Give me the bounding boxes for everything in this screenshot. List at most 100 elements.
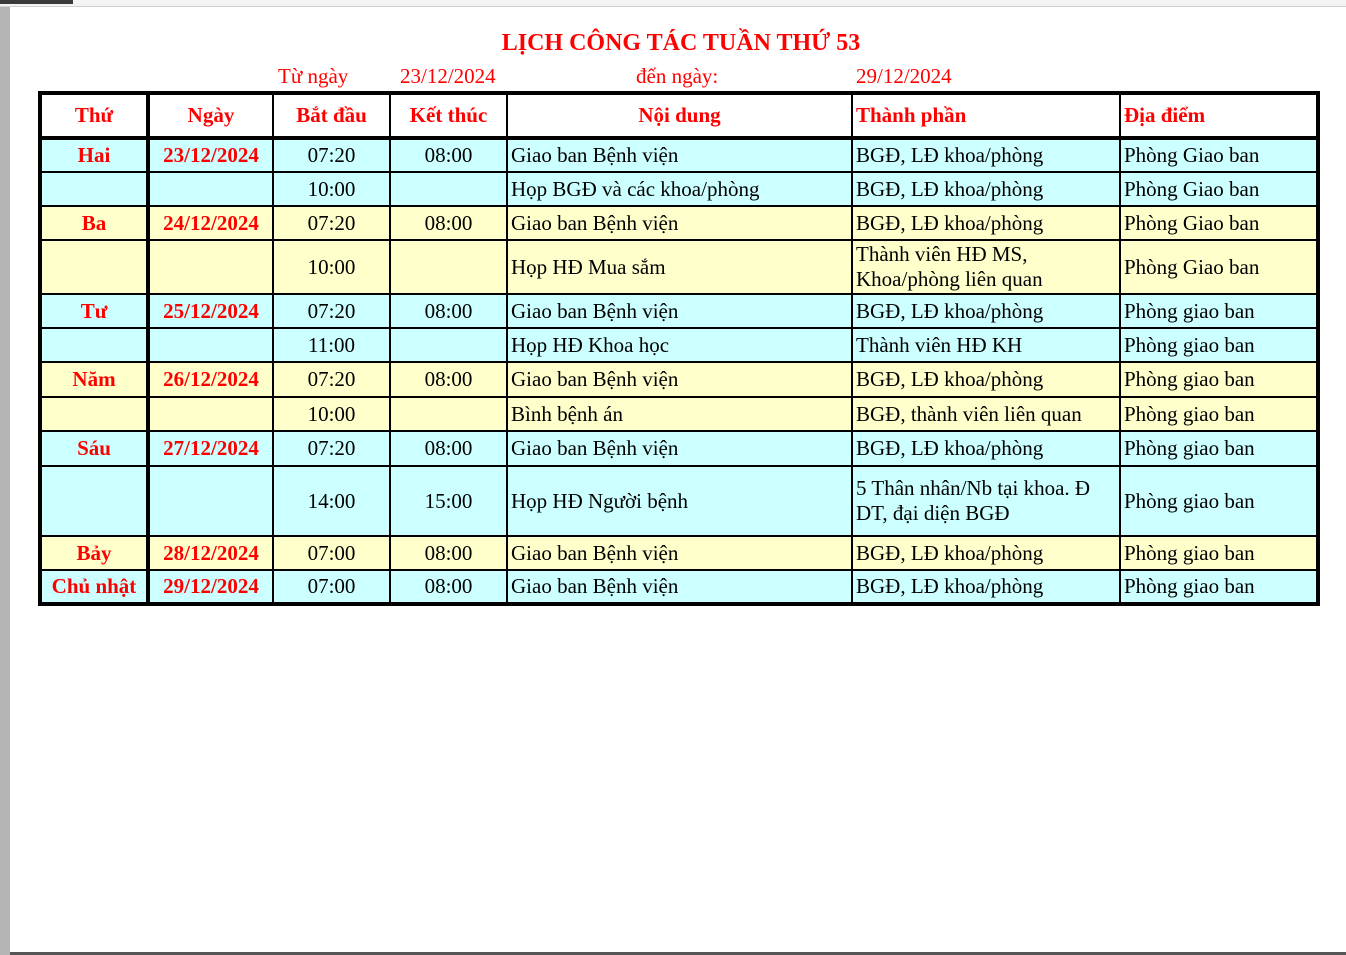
cell-ket-thuc: 15:00 bbox=[389, 465, 508, 537]
top-bar bbox=[0, 0, 1346, 7]
cell-ngay bbox=[147, 465, 274, 537]
cell-ket-thuc bbox=[389, 239, 508, 295]
cell-thu bbox=[39, 465, 150, 537]
table-row: Hai 23/12/2024 07:20 08:00 Giao ban Bệnh việ… bbox=[39, 137, 1319, 173]
cell-bat-dau: 07:00 bbox=[272, 535, 391, 571]
cell-ket-thuc: 08:00 bbox=[389, 205, 508, 241]
cell-noi-dung: Giao ban Bệnh viện bbox=[506, 361, 853, 398]
cell-dia-diem: Phòng Giao ban bbox=[1119, 239, 1319, 295]
cell-ngay bbox=[147, 171, 274, 207]
cell-dia-diem: Phòng giao ban bbox=[1119, 327, 1319, 363]
cell-dia-diem: Phòng giao ban bbox=[1119, 361, 1319, 398]
bottom-scrollbar[interactable] bbox=[10, 952, 1346, 955]
cell-ngay: 29/12/2024 bbox=[147, 569, 274, 605]
cell-thanh-phan: BGĐ, LĐ khoa/phòng bbox=[851, 137, 1121, 173]
cell-bat-dau: 07:00 bbox=[272, 569, 391, 605]
cell-thanh-phan: BGĐ, thành viên liên quan bbox=[851, 396, 1121, 432]
header-ngay: Ngày bbox=[147, 92, 274, 140]
cell-noi-dung: Bình bệnh án bbox=[506, 396, 853, 432]
cell-thu: Ba bbox=[39, 205, 150, 241]
cell-thu: Sáu bbox=[39, 430, 150, 467]
cell-bat-dau: 11:00 bbox=[272, 327, 391, 363]
cell-thu bbox=[39, 396, 150, 432]
cell-ngay: 27/12/2024 bbox=[147, 430, 274, 467]
cell-thu bbox=[39, 239, 150, 295]
cell-thanh-phan: BGĐ, LĐ khoa/phòng bbox=[851, 171, 1121, 207]
schedule-table: Thứ Ngày Bắt đầu Kết thúc Nội dung Thành… bbox=[38, 91, 1320, 606]
cell-noi-dung: Giao ban Bệnh viện bbox=[506, 569, 853, 605]
cell-ket-thuc bbox=[389, 327, 508, 363]
cell-noi-dung: Giao ban Bệnh viện bbox=[506, 205, 853, 241]
to-label: đến ngày: bbox=[636, 64, 719, 88]
cell-bat-dau: 07:20 bbox=[272, 430, 391, 467]
table-row: 10:00 Họp BGĐ và các khoa/phòng BGĐ, LĐ kh… bbox=[39, 171, 1319, 207]
header-noi-dung: Nội dung bbox=[506, 92, 853, 140]
table-row: Ba 24/12/2024 07:20 08:00 Giao ban Bệnh viện… bbox=[39, 205, 1319, 241]
table-row: Năm 26/12/2024 07:20 08:00 Giao ban Bệnh việ… bbox=[39, 361, 1319, 398]
cell-bat-dau: 07:20 bbox=[272, 205, 391, 241]
cell-ket-thuc: 08:00 bbox=[389, 569, 508, 605]
table-row: 11:00 Họp HĐ Khoa học Thành viên HĐ KH Phòn… bbox=[39, 327, 1319, 363]
page-title: LỊCH CÔNG TÁC TUẦN THỨ 53 bbox=[501, 30, 861, 56]
cell-ket-thuc: 08:00 bbox=[389, 137, 508, 173]
to-date: 29/12/2024 bbox=[856, 64, 952, 88]
cell-ket-thuc: 08:00 bbox=[389, 361, 508, 398]
cell-dia-diem: Phòng giao ban bbox=[1119, 396, 1319, 432]
cell-dia-diem: Phòng giao ban bbox=[1119, 465, 1319, 537]
cell-dia-diem: Phòng Giao ban bbox=[1119, 171, 1319, 207]
cell-ngay: 23/12/2024 bbox=[147, 137, 274, 173]
table-row: Sáu 27/12/2024 07:20 08:00 Giao ban Bệnh việ… bbox=[39, 430, 1319, 467]
cell-thu: Bảy bbox=[39, 535, 150, 571]
cell-bat-dau: 07:20 bbox=[272, 293, 391, 329]
tab-indicator bbox=[0, 0, 73, 4]
cell-bat-dau: 10:00 bbox=[272, 396, 391, 432]
cell-thu: Tư bbox=[39, 293, 150, 329]
table-row: 10:00 Họp HĐ Mua sắm Thành viên HĐ MS, Kho… bbox=[39, 239, 1319, 295]
cell-thanh-phan: BGĐ, LĐ khoa/phòng bbox=[851, 535, 1121, 571]
from-label: Từ ngày bbox=[278, 64, 349, 88]
header-row: Thứ Ngày Bắt đầu Kết thúc Nội dung Thành… bbox=[39, 92, 1319, 140]
from-date: 23/12/2024 bbox=[400, 64, 496, 88]
cell-thanh-phan: 5 Thân nhân/Nb tại khoa. Đ DT, đại diện … bbox=[851, 465, 1121, 537]
cell-ket-thuc: 08:00 bbox=[389, 293, 508, 329]
cell-ngay bbox=[147, 327, 274, 363]
left-margin-bar bbox=[0, 7, 10, 955]
cell-noi-dung: Giao ban Bệnh viện bbox=[506, 430, 853, 467]
cell-bat-dau: 07:20 bbox=[272, 137, 391, 173]
table-row: 10:00 Bình bệnh án BGĐ, thành viên liên qu… bbox=[39, 396, 1319, 432]
cell-thu bbox=[39, 171, 150, 207]
cell-bat-dau: 10:00 bbox=[272, 171, 391, 207]
cell-noi-dung: Giao ban Bệnh viện bbox=[506, 535, 853, 571]
cell-ngay bbox=[147, 239, 274, 295]
table-row: Chủ nhật 29/12/2024 07:00 08:00 Giao ban Bện… bbox=[39, 569, 1319, 605]
cell-noi-dung: Họp HĐ Mua sắm bbox=[506, 239, 853, 295]
cell-ngay: 25/12/2024 bbox=[147, 293, 274, 329]
cell-thu: Chủ nhật bbox=[39, 569, 150, 605]
cell-thu: Năm bbox=[39, 361, 150, 398]
cell-ket-thuc: 08:00 bbox=[389, 430, 508, 467]
cell-thu bbox=[39, 327, 150, 363]
cell-thanh-phan: BGĐ, LĐ khoa/phòng bbox=[851, 569, 1121, 605]
header-thanh-phan: Thành phần bbox=[851, 92, 1121, 140]
cell-noi-dung: Giao ban Bệnh viện bbox=[506, 137, 853, 173]
table-row: Bảy 28/12/2024 07:00 08:00 Giao ban Bệnh việ… bbox=[39, 535, 1319, 571]
cell-ket-thuc: 08:00 bbox=[389, 535, 508, 571]
cell-noi-dung: Họp HĐ Người bệnh bbox=[506, 465, 853, 537]
cell-bat-dau: 07:20 bbox=[272, 361, 391, 398]
cell-ngay: 28/12/2024 bbox=[147, 535, 274, 571]
cell-ngay bbox=[147, 396, 274, 432]
cell-thanh-phan: BGĐ, LĐ khoa/phòng bbox=[851, 430, 1121, 467]
cell-noi-dung: Giao ban Bệnh viện bbox=[506, 293, 853, 329]
cell-thanh-phan: BGĐ, LĐ khoa/phòng bbox=[851, 361, 1121, 398]
cell-dia-diem: Phòng giao ban bbox=[1119, 293, 1319, 329]
cell-thu: Hai bbox=[39, 137, 150, 173]
cell-noi-dung: Họp HĐ Khoa học bbox=[506, 327, 853, 363]
cell-thanh-phan: BGĐ, LĐ khoa/phòng bbox=[851, 205, 1121, 241]
cell-thanh-phan: Thành viên HĐ KH bbox=[851, 327, 1121, 363]
table-row: 14:00 15:00 Họp HĐ Người bệnh 5 Thân nhân/N… bbox=[39, 465, 1319, 537]
cell-bat-dau: 10:00 bbox=[272, 239, 391, 295]
cell-thanh-phan: BGĐ, LĐ khoa/phòng bbox=[851, 293, 1121, 329]
cell-dia-diem: Phòng Giao ban bbox=[1119, 205, 1319, 241]
cell-ngay: 24/12/2024 bbox=[147, 205, 274, 241]
cell-thanh-phan: Thành viên HĐ MS, Khoa/phòng liên quan bbox=[851, 239, 1121, 295]
